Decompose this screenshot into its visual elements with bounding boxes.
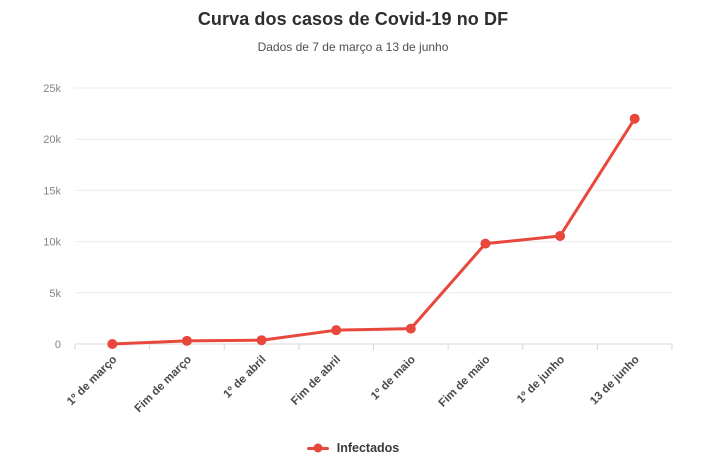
chart-header: Curva dos casos de Covid-19 no DF Dados … xyxy=(0,9,706,54)
data-point[interactable] xyxy=(629,113,640,124)
data-point[interactable] xyxy=(181,335,192,346)
x-axis-category-label: 1º de junho xyxy=(515,354,567,406)
data-point[interactable] xyxy=(256,335,267,346)
x-axis-category-label: 1º de abril xyxy=(222,354,269,401)
y-axis-tick-label: 5k xyxy=(49,288,61,300)
data-point[interactable] xyxy=(107,338,118,349)
chart-subtitle: Dados de 7 de março a 13 de junho xyxy=(257,40,449,54)
data-point[interactable] xyxy=(480,238,491,249)
y-axis-tick-label: 10k xyxy=(43,237,61,249)
series-line xyxy=(110,117,637,346)
y-axis-tick-label: 25k xyxy=(43,83,61,95)
legend-label: Infectados xyxy=(336,441,400,455)
x-axis-category-label: Fim de março xyxy=(133,354,194,415)
chart-title: Curva dos casos de Covid-19 no DF xyxy=(197,9,509,29)
legend-dot-icon xyxy=(313,443,323,453)
x-axis-category-label: 13 de junho xyxy=(588,354,642,408)
y-axis-tick-label: 15k xyxy=(43,185,61,197)
y-axis-tick-label: 0 xyxy=(55,339,61,351)
x-axis-category-label: 1º de maio xyxy=(369,354,418,403)
legend-item-infectados[interactable]: Infectados xyxy=(0,441,706,455)
y-axis-tick-label: 20k xyxy=(43,134,61,146)
x-axis-category-label: 1º de março xyxy=(65,354,119,408)
legend-line-dot-icon xyxy=(306,443,329,453)
x-axis-category-label: Fim de maio xyxy=(437,354,493,410)
data-point[interactable] xyxy=(555,230,566,241)
x-axis-category-label: Fim de abril xyxy=(289,354,343,408)
data-point[interactable] xyxy=(405,323,416,334)
data-point[interactable] xyxy=(331,325,342,336)
